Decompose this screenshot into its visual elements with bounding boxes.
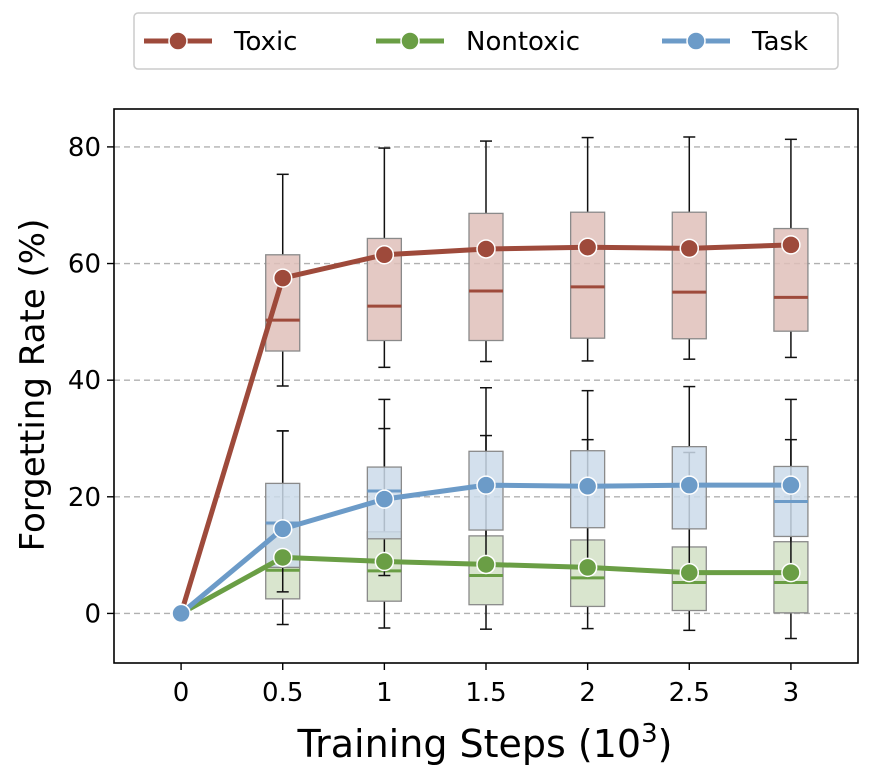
y-tick-label: 20 (68, 483, 101, 513)
legend-label: Nontoxic (466, 27, 580, 57)
point-task (781, 475, 801, 495)
legend-label: Toxic (233, 27, 297, 57)
legend-frame (133, 12, 839, 70)
x-tick-label: 2 (579, 678, 596, 708)
point-nontoxic (476, 554, 496, 575)
point-toxic (781, 235, 801, 255)
box-iqr (671, 211, 707, 340)
point-task (679, 475, 700, 495)
box-toxic (569, 136, 606, 362)
point-toxic (374, 245, 395, 265)
legend-item-toxic: Toxic (144, 27, 297, 57)
y-tick-label: 40 (68, 366, 101, 396)
legend-marker (686, 31, 706, 51)
x-tick-label: 2.5 (669, 678, 710, 708)
legend-item-nontoxic: Nontoxic (376, 27, 580, 57)
point-task (374, 489, 395, 509)
x-tick-label: 1.5 (465, 678, 506, 708)
x-tick-label: 0.5 (262, 678, 303, 708)
point-toxic (577, 237, 598, 257)
legend-marker (400, 31, 420, 51)
x-tick-label: 0 (173, 678, 190, 708)
x-tick-label: 1 (376, 678, 393, 708)
point-nontoxic (679, 562, 700, 583)
point-task (577, 476, 598, 497)
x-tick-label: 3 (783, 678, 800, 708)
x-axis-ticks: 0 0.5 1 1.5 2 2.5 3 (173, 663, 799, 708)
box-iqr (468, 212, 504, 342)
point-task (171, 603, 191, 624)
legend-label: Task (751, 27, 808, 57)
point-nontoxic (374, 551, 395, 572)
y-tick-label: 0 (84, 599, 101, 629)
y-tick-label: 60 (68, 250, 101, 280)
legend-marker (168, 31, 188, 51)
box-toxic (468, 140, 504, 363)
point-toxic (476, 239, 496, 259)
point-task (476, 475, 496, 495)
box-toxic (671, 136, 707, 360)
point-toxic (272, 268, 293, 288)
x-axis-label: Training Steps (103) (297, 719, 673, 766)
box-iqr (569, 211, 606, 339)
point-toxic (679, 238, 700, 259)
point-nontoxic (781, 562, 801, 583)
legend-item-task: Task (662, 27, 808, 57)
point-nontoxic (577, 557, 598, 578)
point-nontoxic (272, 547, 293, 568)
point-task (272, 519, 293, 539)
y-axis-ticks: 0 20 40 60 80 (68, 133, 114, 629)
legend: Toxic Nontoxic Task (133, 12, 839, 70)
series-markers (171, 235, 801, 624)
y-axis-label: Forgetting Rate (%) (13, 219, 53, 552)
y-tick-label: 80 (68, 133, 101, 163)
